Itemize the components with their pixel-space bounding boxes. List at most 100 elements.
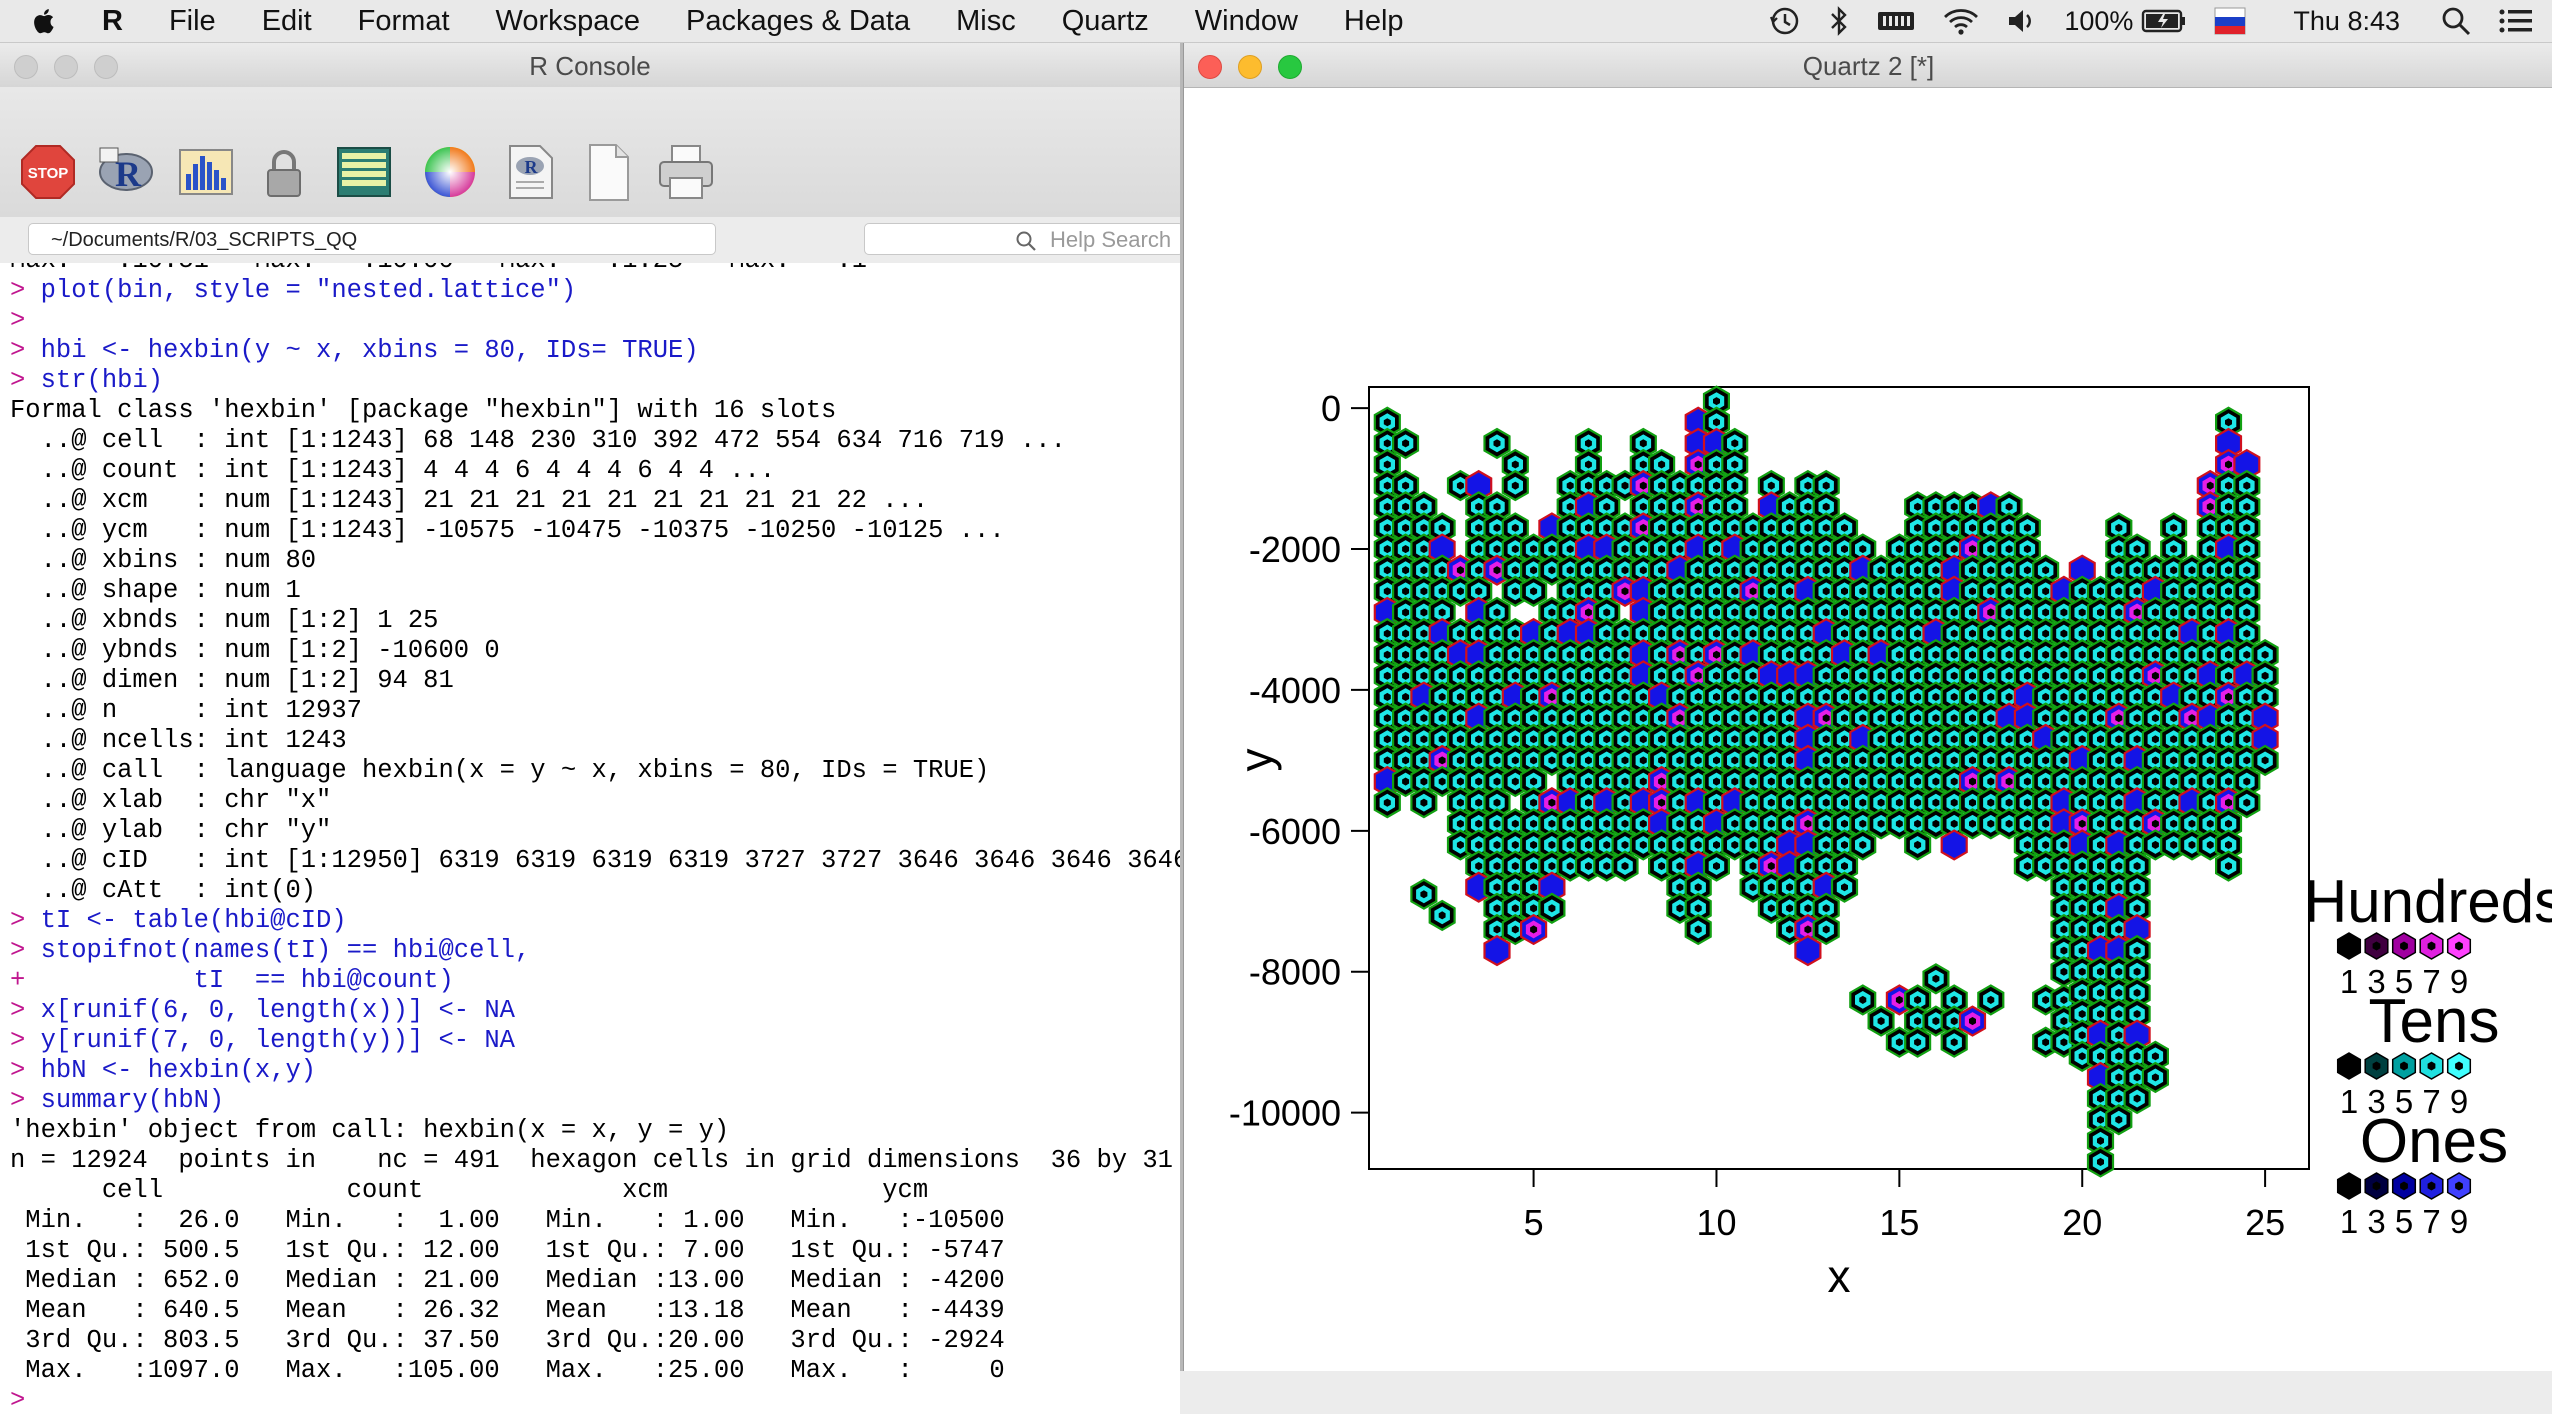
r-source-icon[interactable]: R — [96, 142, 156, 202]
hexagon-core — [1658, 481, 1666, 490]
menu-help[interactable]: Help — [1343, 4, 1404, 37]
hexagon-core — [2225, 587, 2232, 596]
hexagon-core — [1475, 523, 1483, 532]
hexagon-core — [1438, 735, 1446, 744]
hexagon-core — [1456, 671, 1464, 680]
console-command: x[runif(6, 0, length(x))] <- NA — [40, 996, 515, 1025]
hexagon-core — [1493, 439, 1501, 448]
legend-hexagon-core — [2345, 1061, 2353, 1071]
menu-file[interactable]: File — [168, 4, 216, 37]
hexagon-core — [1456, 735, 1464, 744]
hexagon-core — [2042, 650, 2050, 659]
hexagon-core — [1438, 777, 1446, 786]
new-document-icon[interactable] — [578, 142, 638, 202]
hexagon-core — [2225, 777, 2232, 786]
console-output-text: ..@ xcm : num [1:1243] 21 21 21 21 21 21… — [10, 486, 929, 515]
hexagon-core — [1713, 671, 1720, 680]
menu-edit[interactable]: Edit — [261, 4, 312, 37]
stop-icon[interactable]: STOP — [18, 142, 78, 202]
hexbin-cell — [2233, 554, 2261, 586]
hexagon-core — [1767, 735, 1775, 744]
menu-workspace[interactable]: Workspace — [495, 4, 641, 37]
hexagon-core — [2005, 735, 2013, 744]
console-line: ..@ xbnds : num [1:2] 1 25 — [10, 606, 439, 636]
hexagon-core — [1493, 545, 1501, 554]
hexagon-core — [2023, 566, 2031, 575]
hexagon-core — [1603, 608, 1611, 617]
zoom-button[interactable] — [1278, 55, 1302, 79]
hexagon-core — [1621, 735, 1629, 744]
zoom-button[interactable] — [94, 55, 118, 79]
spotlight-search-icon[interactable] — [2440, 5, 2472, 37]
hexagon-core — [1676, 756, 1684, 765]
wifi-icon[interactable] — [1942, 6, 1980, 36]
notification-center-icon[interactable] — [2498, 7, 2534, 35]
minimize-button[interactable] — [1238, 55, 1262, 79]
close-button[interactable] — [14, 55, 38, 79]
minimize-button[interactable] — [54, 55, 78, 79]
console-output-text: Min. : 26.0 Min. : 1.00 Min. : 1.00 Min.… — [10, 1206, 1005, 1235]
quartz-titlebar[interactable]: Quartz 2 [*] — [1184, 43, 2552, 88]
close-button[interactable] — [1198, 55, 1222, 79]
menu-packages-data[interactable]: Packages & Data — [686, 4, 911, 37]
hexagon-core — [1585, 587, 1592, 596]
hexagon-core — [1841, 840, 1848, 849]
hexagon-core — [2151, 608, 2159, 617]
menu-quartz[interactable]: Quartz — [1061, 4, 1149, 37]
clock[interactable]: Thu 8:43 — [2293, 5, 2400, 36]
x-axis-label: x — [1828, 1250, 1851, 1302]
hexagon-core — [2188, 650, 2196, 659]
r-console-titlebar[interactable]: R Console — [0, 43, 1180, 88]
help-search-input[interactable]: Help Search — [864, 223, 1184, 255]
hexagon-core — [1603, 714, 1611, 723]
volume-icon[interactable] — [2006, 6, 2038, 36]
history-icon[interactable] — [334, 142, 394, 202]
hexbin-cell — [2233, 596, 2261, 629]
hexagon-core — [2170, 608, 2178, 617]
hexagon-core — [1621, 629, 1629, 638]
lock-icon[interactable] — [254, 142, 314, 202]
color-wheel-icon[interactable] — [420, 142, 480, 202]
hexagon-core — [1786, 777, 1794, 786]
hexagon-core — [1676, 502, 1684, 511]
working-directory-field[interactable]: ~/Documents/R/03_SCRIPTS_QQ — [28, 223, 716, 255]
apple-icon[interactable] — [30, 6, 60, 36]
hexagon-core — [2023, 840, 2031, 849]
hexagon-core — [1969, 777, 1976, 786]
menu-format[interactable]: Format — [357, 4, 450, 37]
console-output[interactable]: Max. :10.51 Max. :10.00 Max. :1.25 Max. … — [0, 263, 1180, 1414]
hexagon-core — [2023, 650, 2031, 659]
r-toolbar: STOP R — [0, 87, 1180, 217]
hexagon-core — [2115, 566, 2123, 575]
hexagon-core — [1438, 714, 1446, 723]
time-machine-icon[interactable] — [1768, 4, 1802, 38]
hexagon-core — [1383, 629, 1391, 638]
r-doc-icon[interactable]: R — [500, 142, 560, 202]
hexagon-core — [2115, 671, 2123, 680]
bluetooth-icon[interactable] — [1828, 5, 1850, 37]
hexagon-core — [1731, 587, 1739, 596]
legend-label: 5 — [2395, 1083, 2413, 1120]
hexagon-core — [1969, 608, 1976, 617]
menu-r[interactable]: R — [102, 4, 123, 37]
console-line: > hbN <- hexbin(x,y) — [10, 1056, 316, 1086]
input-source-flag-icon[interactable] — [2213, 6, 2247, 36]
hexagon-core — [2243, 692, 2251, 701]
hexagon-core — [2133, 1094, 2141, 1103]
hexagon-core — [2097, 777, 2104, 786]
hexbin-cell — [2123, 998, 2151, 1030]
memory-icon[interactable] — [1876, 6, 1916, 36]
hexagon-core — [1731, 714, 1739, 723]
legend-title: Ones — [2360, 1107, 2508, 1176]
hexagon-core — [1420, 523, 1428, 532]
hexagon-core — [1713, 608, 1720, 617]
hexagon-core — [1822, 545, 1830, 554]
menu-window[interactable]: Window — [1194, 4, 1298, 37]
battery-icon[interactable] — [2141, 7, 2187, 35]
print-icon[interactable] — [656, 142, 716, 202]
quartz-plot-icon[interactable] — [176, 142, 236, 202]
menu-misc[interactable]: Misc — [956, 4, 1016, 37]
hexagon-core — [1566, 819, 1574, 828]
hexagon-core — [1914, 777, 1922, 786]
hexagon-core — [1950, 735, 1958, 744]
